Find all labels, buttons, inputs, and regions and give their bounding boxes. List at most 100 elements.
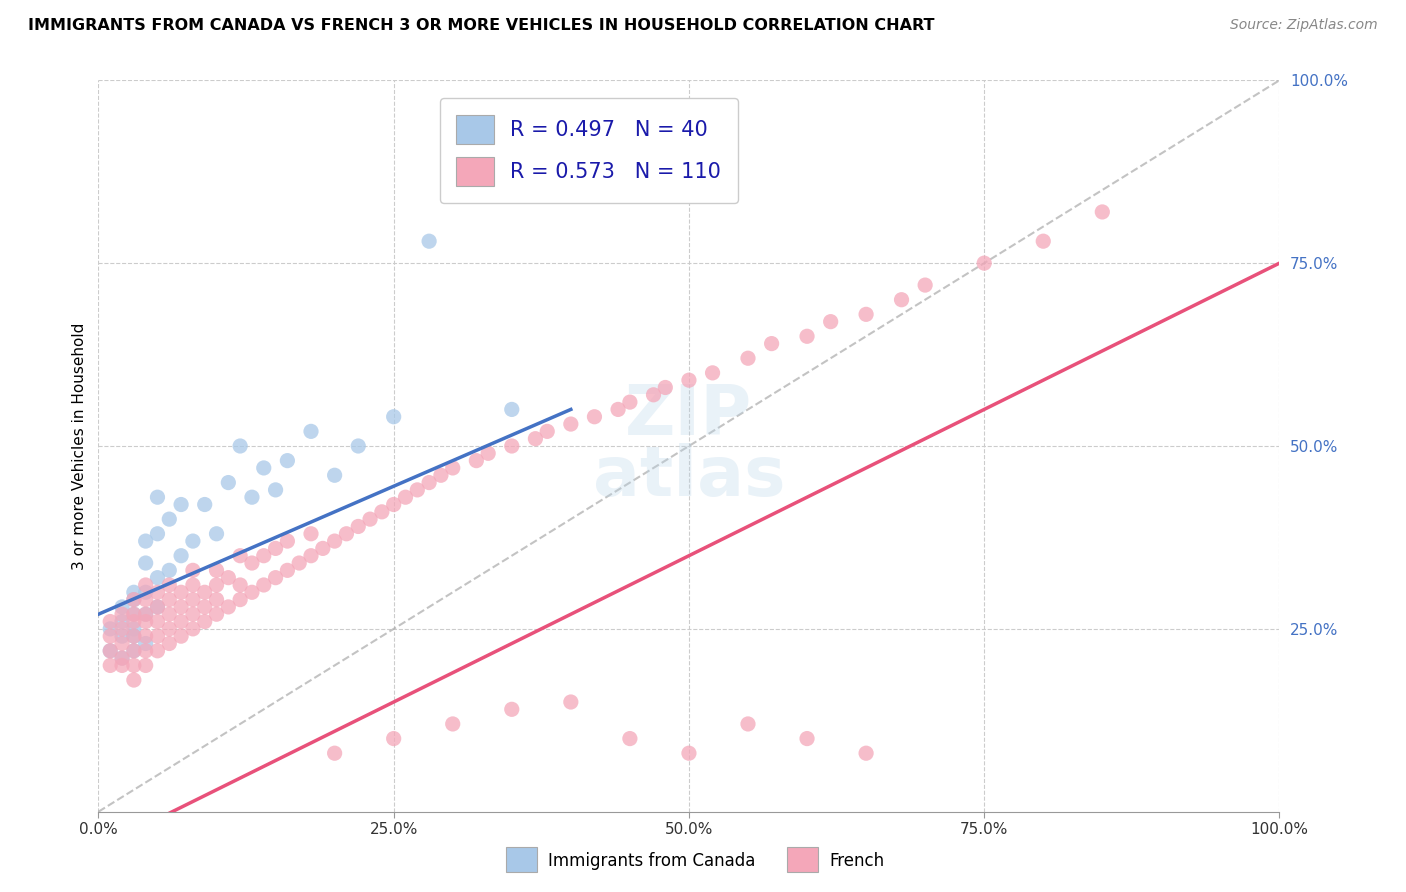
Point bbox=[170, 585, 193, 599]
Point bbox=[240, 585, 263, 599]
Point bbox=[111, 607, 134, 622]
Point bbox=[1091, 205, 1114, 219]
Point bbox=[796, 329, 818, 343]
Point bbox=[1032, 234, 1054, 248]
Point bbox=[98, 629, 121, 643]
Point bbox=[382, 409, 405, 424]
Point bbox=[288, 556, 311, 570]
Point bbox=[217, 571, 239, 585]
Point bbox=[111, 658, 134, 673]
Point bbox=[135, 585, 157, 599]
Point bbox=[146, 599, 169, 614]
Point bbox=[111, 636, 134, 650]
Point bbox=[146, 526, 169, 541]
Point bbox=[347, 519, 370, 533]
Y-axis label: 3 or more Vehicles in Household: 3 or more Vehicles in Household bbox=[72, 322, 87, 570]
Point bbox=[205, 563, 228, 577]
Point bbox=[122, 585, 145, 599]
Point bbox=[135, 592, 157, 607]
Point bbox=[122, 592, 145, 607]
Point bbox=[229, 549, 252, 563]
Point bbox=[122, 615, 145, 629]
Point bbox=[430, 468, 453, 483]
Point bbox=[890, 293, 912, 307]
Point bbox=[98, 622, 121, 636]
Point bbox=[122, 644, 145, 658]
Point bbox=[217, 475, 239, 490]
Point bbox=[855, 746, 877, 760]
Point bbox=[382, 498, 405, 512]
Point bbox=[217, 599, 239, 614]
Point bbox=[441, 717, 464, 731]
Point bbox=[157, 578, 180, 592]
Point bbox=[194, 585, 217, 599]
Point bbox=[194, 615, 217, 629]
Point bbox=[914, 278, 936, 293]
Point bbox=[312, 541, 335, 556]
Point bbox=[146, 490, 169, 504]
Point bbox=[135, 556, 157, 570]
Point bbox=[170, 599, 193, 614]
Point bbox=[347, 439, 370, 453]
Point bbox=[205, 578, 228, 592]
Point bbox=[737, 717, 759, 731]
Point bbox=[820, 315, 842, 329]
Point bbox=[181, 592, 204, 607]
Point bbox=[299, 549, 322, 563]
Point bbox=[205, 526, 228, 541]
Text: IMMIGRANTS FROM CANADA VS FRENCH 3 OR MORE VEHICLES IN HOUSEHOLD CORRELATION CHA: IMMIGRANTS FROM CANADA VS FRENCH 3 OR MO… bbox=[28, 18, 935, 33]
Point bbox=[253, 578, 276, 592]
Point bbox=[122, 607, 145, 622]
Point bbox=[157, 512, 180, 526]
Point bbox=[323, 534, 346, 549]
Point bbox=[276, 453, 298, 467]
Point bbox=[501, 402, 523, 417]
Point bbox=[146, 599, 169, 614]
Point bbox=[135, 607, 157, 622]
Point bbox=[135, 607, 157, 622]
Point bbox=[264, 541, 287, 556]
Point bbox=[122, 658, 145, 673]
Point bbox=[678, 746, 700, 760]
Point bbox=[146, 629, 169, 643]
Point bbox=[371, 505, 394, 519]
Point bbox=[276, 563, 298, 577]
Point bbox=[157, 636, 180, 650]
Point bbox=[796, 731, 818, 746]
Point bbox=[477, 446, 499, 460]
Point bbox=[111, 615, 134, 629]
Point bbox=[135, 615, 157, 629]
Point bbox=[98, 644, 121, 658]
Point bbox=[122, 644, 145, 658]
Point bbox=[157, 592, 180, 607]
Point bbox=[299, 425, 322, 439]
Point bbox=[465, 453, 488, 467]
Point bbox=[737, 351, 759, 366]
Point bbox=[855, 307, 877, 321]
Point bbox=[299, 526, 322, 541]
Point bbox=[122, 592, 145, 607]
Point bbox=[418, 234, 440, 248]
Point bbox=[205, 592, 228, 607]
Point bbox=[229, 578, 252, 592]
Point bbox=[111, 651, 134, 665]
Point bbox=[501, 439, 523, 453]
Point bbox=[619, 731, 641, 746]
Point bbox=[240, 556, 263, 570]
Point bbox=[276, 534, 298, 549]
Point bbox=[382, 731, 405, 746]
Text: Source: ZipAtlas.com: Source: ZipAtlas.com bbox=[1230, 18, 1378, 32]
Point bbox=[181, 622, 204, 636]
Point bbox=[111, 622, 134, 636]
Point bbox=[194, 498, 217, 512]
Point bbox=[323, 746, 346, 760]
Point bbox=[122, 622, 145, 636]
Point bbox=[135, 658, 157, 673]
Point bbox=[111, 651, 134, 665]
Point bbox=[181, 578, 204, 592]
Point bbox=[536, 425, 558, 439]
Point bbox=[524, 432, 547, 446]
Point bbox=[111, 599, 134, 614]
Point bbox=[702, 366, 724, 380]
Point bbox=[678, 373, 700, 387]
